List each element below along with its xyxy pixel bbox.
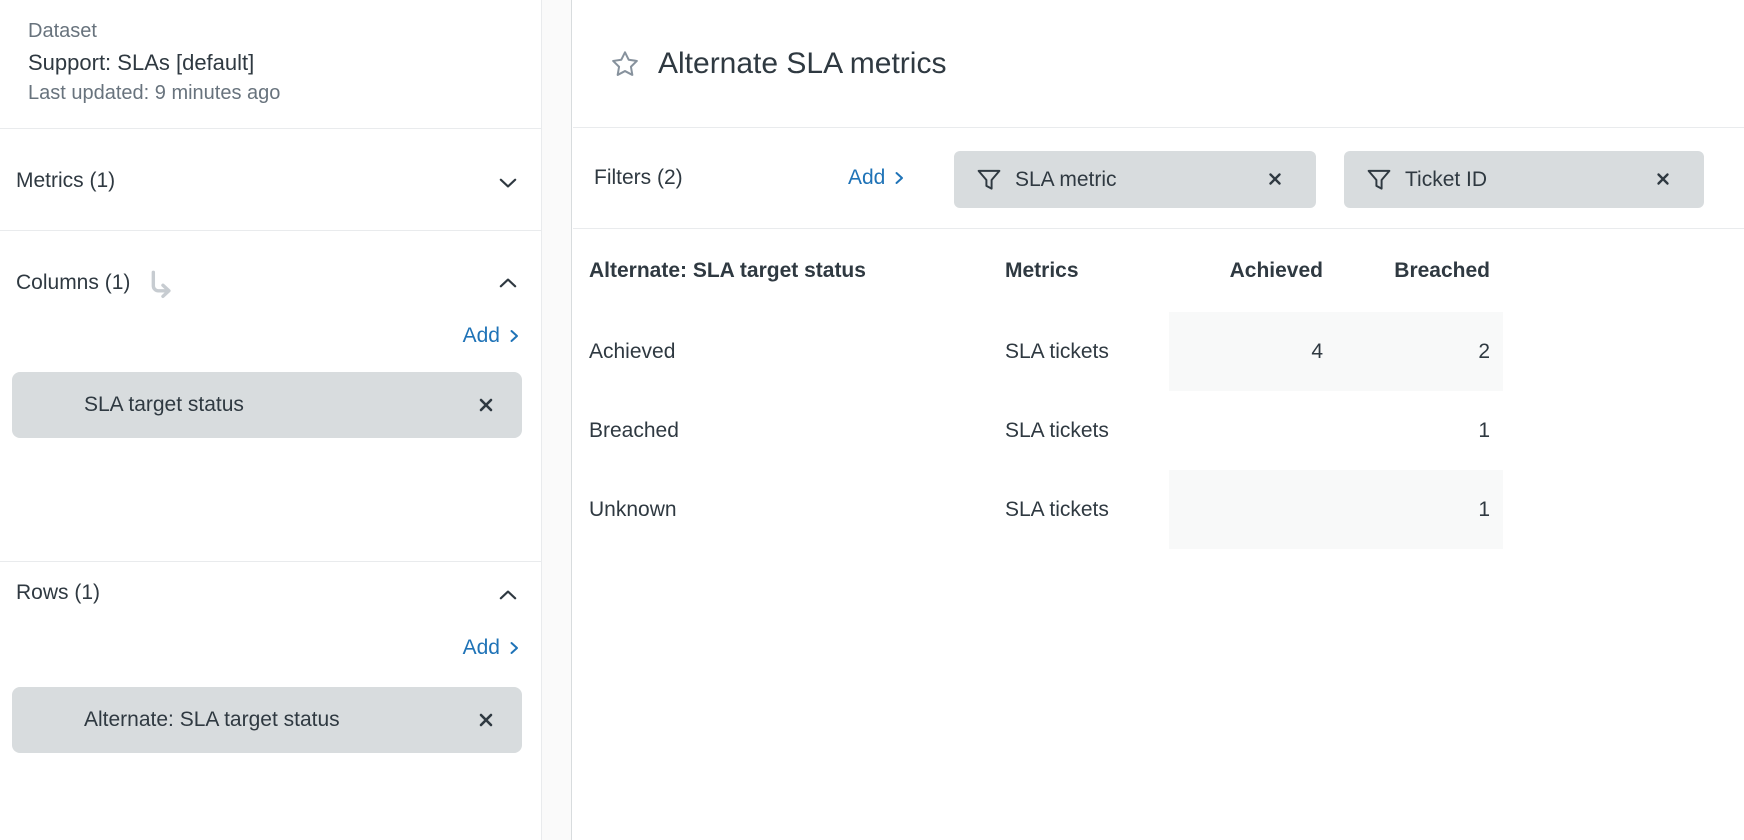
- remove-filter-icon[interactable]: [1654, 170, 1674, 190]
- cell-dimension: Unknown: [589, 497, 677, 521]
- filters-add-button[interactable]: Add: [848, 166, 907, 190]
- cell-dimension: Achieved: [589, 339, 676, 363]
- dataset-info: Dataset Support: SLAs [default] Last upd…: [0, 0, 541, 109]
- favorite-star-icon[interactable]: [609, 48, 641, 80]
- rows-section-title: Rows (1): [16, 581, 100, 605]
- header-achieved: Achieved: [1229, 259, 1323, 282]
- table-row[interactable]: Unknown SLA tickets 1: [589, 470, 1503, 549]
- chevron-right-icon: [891, 170, 907, 186]
- dataset-name: Support: SLAs [default]: [28, 50, 255, 75]
- cell-achieved: [1169, 391, 1336, 470]
- table-row[interactable]: Breached SLA tickets 1: [589, 391, 1503, 470]
- rows-chip-label: Alternate: SLA target status: [84, 708, 340, 731]
- filters-add-label: Add: [848, 166, 886, 189]
- filter-funnel-icon: [976, 167, 1002, 193]
- columns-section-label: Columns (1): [16, 271, 131, 294]
- columns-add-button[interactable]: Add: [463, 324, 522, 348]
- columns-chip-sla-target-status[interactable]: SLA target status: [12, 372, 522, 438]
- chevron-down-icon: [496, 171, 520, 195]
- columns-collapse-toggle[interactable]: [496, 271, 520, 295]
- rows-chip-alternate-sla-target-status[interactable]: Alternate: SLA target status: [12, 687, 522, 753]
- filter-chip-label: Ticket ID: [1405, 167, 1488, 191]
- dataset-label: Dataset: [28, 20, 97, 42]
- swap-axes-icon[interactable]: [142, 266, 176, 300]
- filter-chip-ticket-id[interactable]: Ticket ID: [1344, 151, 1704, 208]
- cell-dimension: Breached: [589, 418, 679, 442]
- cell-metric: SLA tickets: [1005, 418, 1109, 442]
- remove-column-icon[interactable]: [476, 395, 496, 415]
- report-title: Alternate SLA metrics: [658, 46, 947, 80]
- rows-add-label: Add: [462, 636, 500, 659]
- chevron-up-icon: [496, 583, 520, 607]
- chevron-right-icon: [506, 640, 522, 656]
- cell-breached: 1: [1478, 418, 1490, 442]
- cell-breached: 2: [1336, 312, 1503, 391]
- divider: [0, 230, 541, 231]
- chevron-right-icon: [506, 328, 522, 344]
- filter-chip-label: SLA metric: [1015, 167, 1117, 191]
- columns-add-label: Add: [462, 324, 500, 347]
- header-dimension: Alternate: SLA target status: [589, 259, 866, 282]
- dataset-sidebar: Dataset Support: SLAs [default] Last upd…: [0, 0, 541, 840]
- columns-section-title: Columns (1): [16, 266, 176, 300]
- divider: [0, 128, 541, 129]
- filters-count-label: Filters (2): [594, 166, 683, 189]
- chevron-up-icon: [496, 271, 520, 295]
- panel-resize-gutter[interactable]: [541, 0, 572, 840]
- filter-chip-sla-metric[interactable]: SLA metric: [954, 151, 1316, 208]
- metrics-section-label: Metrics (1): [16, 169, 116, 192]
- cell-metric: SLA tickets: [1005, 339, 1109, 363]
- table-row[interactable]: Achieved SLA tickets 4 2: [589, 312, 1503, 391]
- results-table-area: Alternate: SLA target status Metrics Ach…: [589, 230, 1503, 549]
- report-header: Alternate SLA metrics: [573, 0, 1744, 128]
- rows-collapse-toggle[interactable]: [496, 583, 520, 607]
- header-breached: Breached: [1394, 259, 1490, 282]
- columns-chip-label: SLA target status: [84, 393, 244, 416]
- cell-achieved: [1169, 470, 1336, 549]
- report-canvas: Alternate SLA metrics Filters (2) Add SL…: [573, 0, 1744, 840]
- remove-filter-icon[interactable]: [1266, 170, 1286, 190]
- remove-row-icon[interactable]: [476, 710, 496, 730]
- metrics-collapse-toggle[interactable]: [496, 171, 520, 195]
- cell-breached: 1: [1336, 470, 1503, 549]
- header-metrics: Metrics: [1005, 259, 1079, 282]
- filters-bar: Filters (2) Add SLA metric Ticket ID: [573, 128, 1744, 229]
- divider: [0, 561, 541, 562]
- results-table: Alternate: SLA target status Metrics Ach…: [589, 230, 1503, 549]
- rows-add-button[interactable]: Add: [463, 636, 522, 660]
- cell-metric: SLA tickets: [1005, 497, 1109, 521]
- dataset-last-updated: Last updated: 9 minutes ago: [28, 82, 281, 104]
- cell-achieved: 4: [1169, 312, 1336, 391]
- rows-section-label: Rows (1): [16, 581, 101, 604]
- metrics-section-title: Metrics (1): [16, 169, 115, 193]
- filter-funnel-icon: [1366, 167, 1392, 193]
- table-header-row: Alternate: SLA target status Metrics Ach…: [589, 230, 1503, 312]
